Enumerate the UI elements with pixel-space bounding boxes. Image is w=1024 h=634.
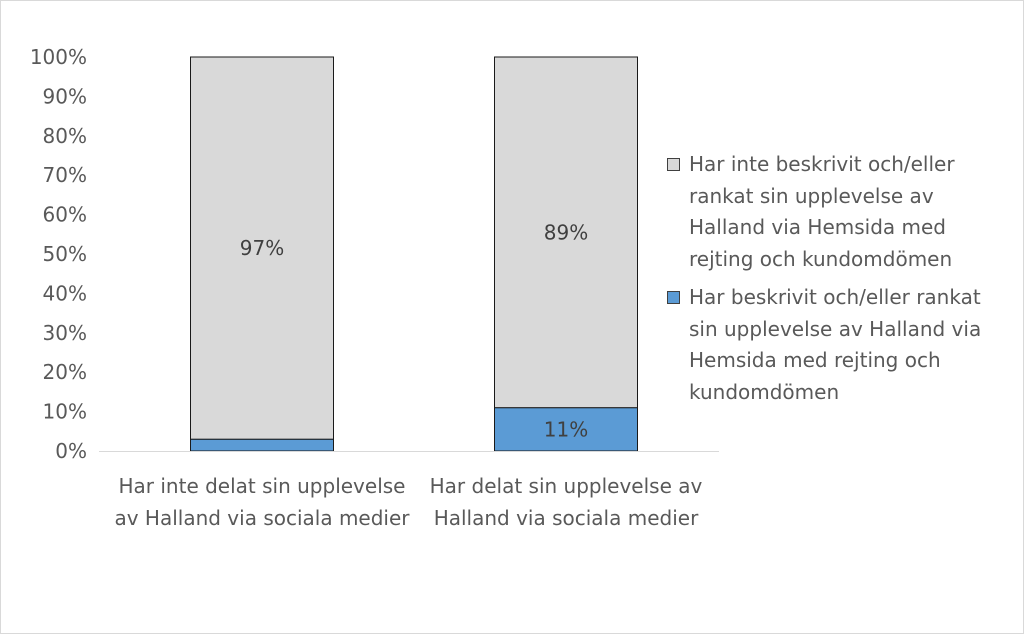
legend-label-line: sin upplevelse av Halland via — [689, 316, 982, 341]
bar-segment — [190, 438, 334, 452]
y-tick-label: 80% — [43, 124, 87, 148]
legend-item-rated: Har beskrivit och/eller rankat sin upple… — [665, 282, 1010, 408]
y-tick-label: 40% — [43, 281, 87, 305]
legend-label-line: rankat sin upplevelse av — [689, 183, 934, 208]
y-axis: 0% 10% 20% 30% 40% 50% 60% 70% 80% 90% 100% — [30, 45, 87, 463]
legend-swatch-blue — [667, 291, 680, 304]
data-label: 89% — [544, 220, 588, 244]
x-category-label: Halland via sociala medier — [434, 506, 699, 530]
x-category-label: Har inte delat sin upplevelse — [119, 474, 406, 498]
data-label: 11% — [544, 417, 588, 441]
legend-label-line: Hemsida med rejting och — [689, 348, 941, 372]
y-tick-label: 30% — [43, 321, 87, 345]
bar-series: 97% 11% 89% — [190, 56, 638, 452]
legend-label-line: rejting och kundomdömen — [689, 246, 953, 271]
legend-label-line: Halland via Hemsida med — [689, 215, 946, 239]
y-tick-label: 0% — [55, 439, 87, 463]
y-tick-label: 90% — [43, 84, 87, 108]
legend-label-line: Har beskrivit och/eller rankat — [689, 285, 981, 309]
x-category-label: Har delat sin upplevelse av — [430, 474, 703, 498]
x-category-label: av Halland via sociala medier — [114, 506, 410, 530]
x-axis: Har inte delat sin upplevelse av Halland … — [99, 451, 719, 530]
legend-label-line: kundomdömen — [689, 379, 840, 404]
data-label: 97% — [240, 236, 284, 260]
legend-swatch-grey — [667, 158, 680, 171]
bar-segment — [190, 56, 334, 440]
y-tick-label: 50% — [43, 242, 87, 266]
legend: Har inte beskrivit och/eller rankat sin … — [665, 149, 1010, 415]
legend-label-line: Har inte beskrivit och/eller — [689, 152, 955, 176]
y-tick-label: 20% — [43, 360, 87, 384]
y-tick-label: 100% — [30, 45, 87, 69]
y-tick-label: 60% — [43, 203, 87, 227]
legend-item-not-rated: Har inte beskrivit och/eller rankat sin … — [665, 149, 1010, 275]
y-tick-label: 10% — [43, 400, 87, 424]
bar-segment — [494, 56, 638, 409]
y-tick-label: 70% — [43, 163, 87, 187]
